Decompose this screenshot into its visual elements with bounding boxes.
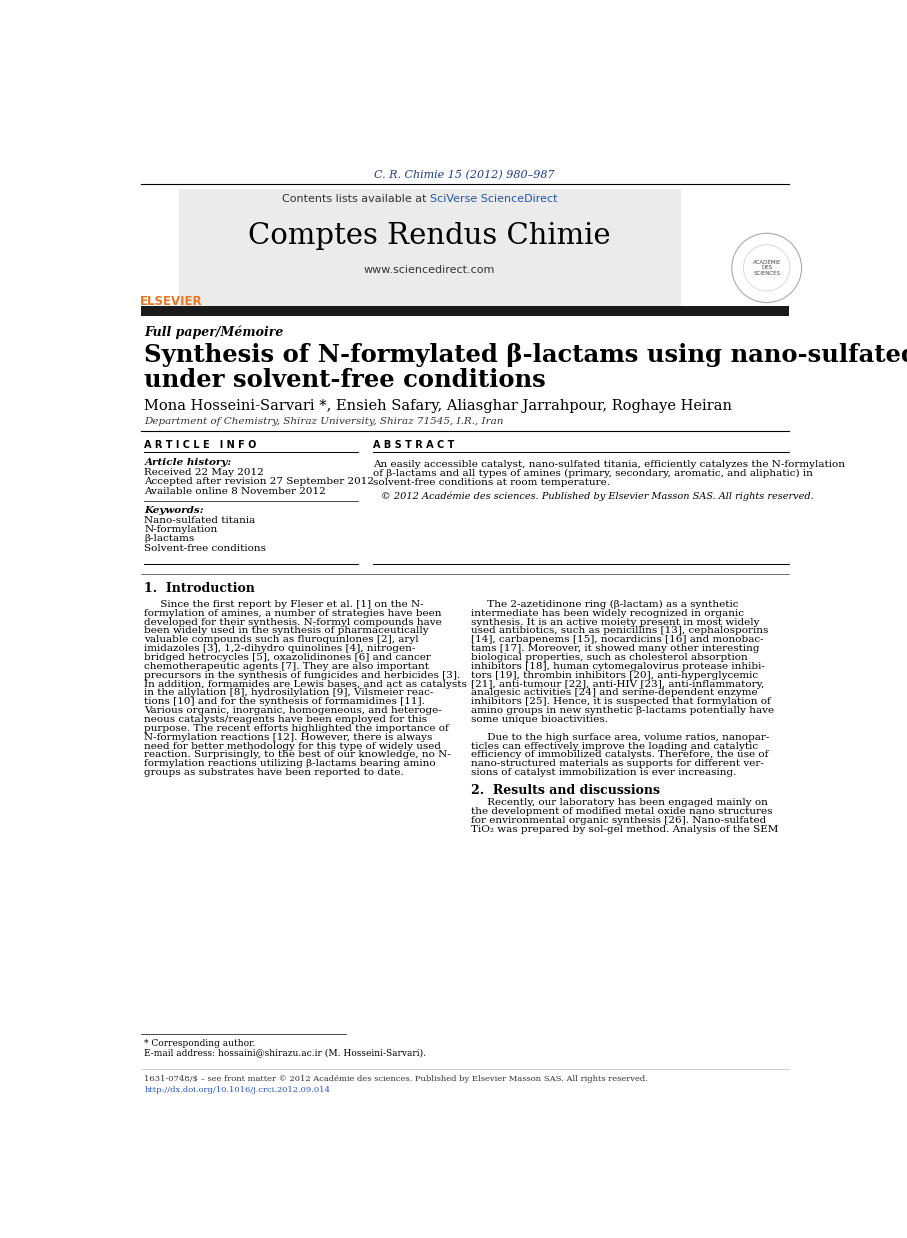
Text: of β-lactams and all types of amines (primary, secondary, aromatic, and aliphati: of β-lactams and all types of amines (pr… <box>373 469 813 478</box>
Text: some unique bioactivities.: some unique bioactivities. <box>472 716 609 724</box>
Text: ticles can effectively improve the loading and catalytic: ticles can effectively improve the loadi… <box>472 742 758 750</box>
Text: [14], carbapenems [15], nocardicins [16] and monobac-: [14], carbapenems [15], nocardicins [16]… <box>472 635 764 644</box>
Text: Department of Chemistry, Shiraz University, Shiraz 71545, I.R., Iran: Department of Chemistry, Shiraz Universi… <box>144 417 503 426</box>
Text: * Corresponding author.: * Corresponding author. <box>144 1039 256 1047</box>
Text: chemotherapeutic agents [7]. They are also important: chemotherapeutic agents [7]. They are al… <box>144 662 429 671</box>
Text: Recently, our laboratory has been engaged mainly on: Recently, our laboratory has been engage… <box>472 799 768 807</box>
Text: In addition, formamides are Lewis bases, and act as catalysts: In addition, formamides are Lewis bases,… <box>144 680 467 688</box>
Bar <box>141 187 201 307</box>
Circle shape <box>732 233 802 302</box>
Text: inhibitors [25]. Hence, it is suspected that formylation of: inhibitors [25]. Hence, it is suspected … <box>472 697 771 707</box>
Text: TiO₂ was prepared by sol-gel method. Analysis of the SEM: TiO₂ was prepared by sol-gel method. Ana… <box>472 825 779 833</box>
Text: 2.  Results and discussions: 2. Results and discussions <box>472 784 660 797</box>
Text: bridged hetrocycles [5], oxazolidinones [6] and cancer: bridged hetrocycles [5], oxazolidinones … <box>144 652 431 662</box>
Text: imidazoles [3], 1,2-dihydro quinolines [4], nitrogen-: imidazoles [3], 1,2-dihydro quinolines [… <box>144 644 415 654</box>
Text: purpose. The recent efforts highlighted the importance of: purpose. The recent efforts highlighted … <box>144 724 449 733</box>
Text: formylation of amines, a number of strategies have been: formylation of amines, a number of strat… <box>144 609 442 618</box>
Text: 1631-0748/$ – see front matter © 2012 Académie des sciences. Published by Elsevi: 1631-0748/$ – see front matter © 2012 Ac… <box>144 1076 649 1083</box>
Text: Contents lists available at: Contents lists available at <box>281 194 430 204</box>
Text: An easily accessible catalyst, nano-sulfated titania, efficiently catalyzes the : An easily accessible catalyst, nano-sulf… <box>373 459 845 469</box>
Text: the development of modified metal oxide nano structures: the development of modified metal oxide … <box>472 807 773 816</box>
Text: Article history:: Article history: <box>144 458 231 467</box>
Text: tors [19], thrombin inhibitors [20], anti-hyperglycemic: tors [19], thrombin inhibitors [20], ant… <box>472 671 758 680</box>
Text: biological properties, such as cholesterol absorption: biological properties, such as cholester… <box>472 652 748 662</box>
Text: [21], anti-tumour [22], anti-HIV [23], anti-inflammatory,: [21], anti-tumour [22], anti-HIV [23], a… <box>472 680 765 688</box>
Text: tams [17]. Moreover, it showed many other interesting: tams [17]. Moreover, it showed many othe… <box>472 644 760 654</box>
Text: Since the first report by Fleser et al. [1] on the N-: Since the first report by Fleser et al. … <box>144 600 424 609</box>
Text: Full paper/Mémoire: Full paper/Mémoire <box>144 326 284 338</box>
Text: ACADÉMIE
DES
SCIENCES: ACADÉMIE DES SCIENCES <box>753 260 781 276</box>
Text: in the allylation [8], hydrosilylation [9], Vilsmeier reac-: in the allylation [8], hydrosilylation [… <box>144 688 434 697</box>
Text: © 2012 Académie des sciences. Published by Elsevier Masson SAS. All rights reser: © 2012 Académie des sciences. Published … <box>381 491 814 501</box>
Text: N-formylation: N-formylation <box>144 525 218 535</box>
Text: precursors in the synthesis of fungicides and herbicides [3].: precursors in the synthesis of fungicide… <box>144 671 461 680</box>
Text: E-mail address: hossaini@shirazu.ac.ir (M. Hosseini-Sarvari).: E-mail address: hossaini@shirazu.ac.ir (… <box>144 1049 426 1057</box>
Text: www.sciencedirect.com: www.sciencedirect.com <box>364 265 495 275</box>
Text: Received 22 May 2012: Received 22 May 2012 <box>144 468 264 477</box>
Text: A B S T R A C T: A B S T R A C T <box>373 439 454 449</box>
Text: reaction. Surprisingly, to the best of our knowledge, no N-: reaction. Surprisingly, to the best of o… <box>144 750 451 759</box>
Text: neous catalysts/reagents have been employed for this: neous catalysts/reagents have been emplo… <box>144 716 427 724</box>
Text: Various organic, inorganic, homogeneous, and heteroge-: Various organic, inorganic, homogeneous,… <box>144 706 442 716</box>
Text: for environmental organic synthesis [26]. Nano-sulfated: for environmental organic synthesis [26]… <box>472 816 766 825</box>
Text: Synthesis of N-formylated β-lactams using nano-sulfated TiO₂ as catalyst: Synthesis of N-formylated β-lactams usin… <box>144 343 907 366</box>
Text: amino groups in new synthetic β-lactams potentially have: amino groups in new synthetic β-lactams … <box>472 706 775 716</box>
Text: A R T I C L E   I N F O: A R T I C L E I N F O <box>144 439 257 449</box>
Text: synthesis. It is an active moiety present in most widely: synthesis. It is an active moiety presen… <box>472 618 760 626</box>
Text: β-lactams: β-lactams <box>144 535 195 543</box>
Text: Available online 8 November 2012: Available online 8 November 2012 <box>144 487 327 495</box>
Text: SciVerse ScienceDirect: SciVerse ScienceDirect <box>430 194 557 204</box>
Text: Mona Hosseini-Sarvari *, Ensieh Safary, Aliasghar Jarrahpour, Roghaye Heiran: Mona Hosseini-Sarvari *, Ensieh Safary, … <box>144 399 732 412</box>
Text: ELSEVIER: ELSEVIER <box>140 295 202 307</box>
Text: intermediate has been widely recognized in organic: intermediate has been widely recognized … <box>472 609 745 618</box>
Text: need for better methodology for this type of widely used: need for better methodology for this typ… <box>144 742 442 750</box>
Text: Due to the high surface area, volume ratios, nanopar-: Due to the high surface area, volume rat… <box>472 733 770 742</box>
Text: http://dx.doi.org/10.1016/j.crci.2012.09.014: http://dx.doi.org/10.1016/j.crci.2012.09… <box>144 1086 330 1094</box>
Text: Nano-sulfated titania: Nano-sulfated titania <box>144 516 256 525</box>
Bar <box>180 189 681 307</box>
Text: inhibitors [18], human cytomegalovirus protease inhibi-: inhibitors [18], human cytomegalovirus p… <box>472 662 766 671</box>
Text: valuable compounds such as fluroquinlones [2], aryl: valuable compounds such as fluroquinlone… <box>144 635 419 644</box>
Text: tions [10] and for the synthesis of formamidines [11].: tions [10] and for the synthesis of form… <box>144 697 425 707</box>
Text: Keywords:: Keywords: <box>144 506 204 515</box>
Text: formylation reactions utilizing β-lactams bearing amino: formylation reactions utilizing β-lactam… <box>144 759 436 769</box>
Text: Solvent-free conditions: Solvent-free conditions <box>144 543 267 552</box>
Text: sions of catalyst immobilization is ever increasing.: sions of catalyst immobilization is ever… <box>472 768 736 777</box>
Text: analgesic activities [24] and serine-dependent enzyme: analgesic activities [24] and serine-dep… <box>472 688 758 697</box>
Text: used antibiotics, such as penicillins [13], cephalosporins: used antibiotics, such as penicillins [1… <box>472 626 769 635</box>
Text: groups as substrates have been reported to date.: groups as substrates have been reported … <box>144 768 405 777</box>
Text: N-formylation reactions [12]. However, there is always: N-formylation reactions [12]. However, t… <box>144 733 433 742</box>
Text: nano-structured materials as supports for different ver-: nano-structured materials as supports fo… <box>472 759 765 769</box>
Text: been widely used in the synthesis of pharmaceutically: been widely used in the synthesis of pha… <box>144 626 429 635</box>
Text: 1.  Introduction: 1. Introduction <box>144 583 255 595</box>
Text: C. R. Chimie 15 (2012) 980–987: C. R. Chimie 15 (2012) 980–987 <box>375 170 555 180</box>
Text: The 2-azetidinone ring (β-lactam) as a synthetic: The 2-azetidinone ring (β-lactam) as a s… <box>472 600 739 609</box>
Text: efficiency of immobilized catalysts. Therefore, the use of: efficiency of immobilized catalysts. The… <box>472 750 769 759</box>
Text: under solvent-free conditions: under solvent-free conditions <box>144 368 546 391</box>
Text: solvent-free conditions at room temperature.: solvent-free conditions at room temperat… <box>373 478 610 488</box>
Text: developed for their synthesis. N-formyl compounds have: developed for their synthesis. N-formyl … <box>144 618 442 626</box>
Bar <box>141 307 789 317</box>
Text: Accepted after revision 27 September 2012: Accepted after revision 27 September 201… <box>144 478 375 487</box>
Text: Comptes Rendus Chimie: Comptes Rendus Chimie <box>249 222 611 250</box>
